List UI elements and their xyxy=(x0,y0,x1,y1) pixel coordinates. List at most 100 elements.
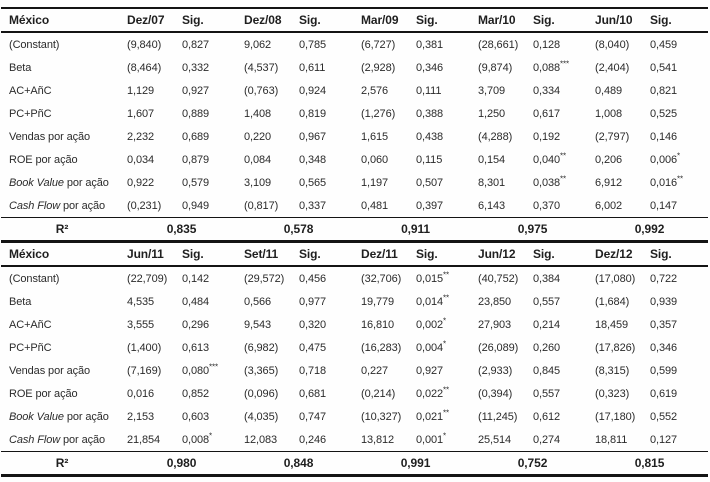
r-squared-value: 0,578 xyxy=(240,217,357,243)
sig-value: 0,459 xyxy=(650,38,678,51)
coefficient-value: 2,153 xyxy=(127,410,155,423)
table-row: PC+PñC (1,400) 0,613 (6,982) 0,475 (16,283) 0,… xyxy=(1,336,708,359)
sig-value: 0,821 xyxy=(650,84,678,97)
variable-label: ROE por ação xyxy=(9,387,78,400)
coefficient-value: (1,400) xyxy=(127,341,162,354)
coefficient-value: 1,607 xyxy=(127,107,155,120)
r-squared-value: 0,752 xyxy=(474,451,591,477)
sig-value: 0,088*** xyxy=(533,58,570,74)
period-column-header: Dez/12 xyxy=(591,240,646,267)
table-row: Beta 4,535 0,484 0,566 0,977 19,779 0,014** 23,… xyxy=(1,290,708,313)
coefficient-value: (8,315) xyxy=(595,364,630,377)
sig-column-header: Sig. xyxy=(529,240,591,267)
country-header-label: México xyxy=(1,240,123,267)
sig-value: 0,001* xyxy=(416,430,447,446)
coefficient-value: (0,394) xyxy=(478,387,513,400)
sig-value: 0,002* xyxy=(416,315,447,331)
sig-value: 0,889 xyxy=(182,107,210,120)
sig-value: 0,115 xyxy=(416,153,443,166)
coefficient-value: 3,555 xyxy=(127,318,155,331)
variable-label: Book Value por ação xyxy=(9,410,109,423)
period-column-header: Mar/10 xyxy=(474,7,529,33)
coefficient-value: 1,197 xyxy=(361,176,389,189)
coefficient-value: 0,154 xyxy=(478,153,506,166)
coefficient-value: (10,327) xyxy=(361,410,402,423)
significance-asterisks: * xyxy=(209,430,213,440)
sig-value: 0,611 xyxy=(299,61,326,74)
period-column-header: Dez/08 xyxy=(240,7,295,33)
sig-value: 0,507 xyxy=(416,176,444,189)
table-row: Vendas por ação 2,232 0,689 0,220 0,967 1,615… xyxy=(1,125,708,148)
significance-asterisks: ** xyxy=(560,150,567,160)
r-squared-value: 0,911 xyxy=(357,217,474,243)
period-column-header: Dez/11 xyxy=(357,240,412,267)
sig-value: 0,438 xyxy=(416,130,444,143)
coefficient-value: 1,250 xyxy=(478,107,506,120)
coefficient-value: (9,840) xyxy=(127,38,162,51)
coefficient-value: (2,928) xyxy=(361,61,396,74)
coefficient-value: (2,797) xyxy=(595,130,630,143)
coefficient-value: 18,811 xyxy=(595,433,628,446)
table-row: AC+AñC 3,555 0,296 9,543 0,320 16,810 0,002* 27… xyxy=(1,313,708,336)
coefficient-value: 0,922 xyxy=(127,176,155,189)
regression-results-table: México Dez/07 Sig. Dez/08 Sig. Mar/09 Sig. Mar/… xyxy=(1,7,708,477)
sig-column-header: Sig. xyxy=(178,7,240,33)
country-header-label: México xyxy=(1,7,123,33)
significance-asterisks: * xyxy=(443,430,447,440)
coefficient-value: 1,408 xyxy=(244,107,272,120)
sig-value: 0,617 xyxy=(533,107,561,120)
coefficient-value: (11,245) xyxy=(478,410,518,423)
section-2-header-row: México Jun/11 Sig. Set/11 Sig. Dez/11 Sig. Jun/… xyxy=(1,240,708,267)
coefficient-value: 12,083 xyxy=(244,433,278,446)
sig-value: 0,274 xyxy=(533,433,561,446)
table-row: Book Value por ação 2,153 0,603 (4,035) 0,74… xyxy=(1,405,708,428)
coefficient-value: (4,035) xyxy=(244,410,279,423)
r-squared-value: 0,848 xyxy=(240,451,357,477)
variable-label: Vendas por ação xyxy=(9,130,91,143)
r-squared-label: R² xyxy=(1,451,123,477)
coefficient-value: (17,826) xyxy=(595,341,636,354)
coefficient-value: 0,084 xyxy=(244,153,272,166)
r-squared-row: R² 0,835 0,578 0,911 0,975 0,992 xyxy=(1,217,708,243)
coefficient-value: (8,040) xyxy=(595,38,630,51)
sig-value: 0,370 xyxy=(533,199,561,212)
r-squared-value: 0,815 xyxy=(591,451,708,477)
period-column-header: Set/11 xyxy=(240,240,295,267)
coefficient-value: (32,706) xyxy=(361,272,402,285)
coefficient-value: 27,903 xyxy=(478,318,512,331)
period-column-header: Dez/07 xyxy=(123,7,178,33)
sig-value: 0,348 xyxy=(299,153,327,166)
sig-value: 0,827 xyxy=(182,38,210,51)
sig-value: 0,022** xyxy=(416,384,450,400)
sig-value: 0,924 xyxy=(299,84,327,97)
sig-value: 0,525 xyxy=(650,107,678,120)
sig-value: 0,357 xyxy=(650,318,678,331)
coefficient-value: (0,214) xyxy=(361,387,396,400)
table-body: México Dez/07 Sig. Dez/08 Sig. Mar/09 Sig. Mar/… xyxy=(1,7,708,477)
significance-asterisks: * xyxy=(677,150,681,160)
significance-asterisks: ** xyxy=(443,384,450,394)
variable-label-italic-part: Book Value xyxy=(9,176,64,189)
significance-asterisks: *** xyxy=(560,58,570,68)
variable-label: PC+PñC xyxy=(9,107,52,120)
sig-value: 0,008* xyxy=(182,430,213,446)
variable-label: Beta xyxy=(9,61,32,74)
sig-value: 0,557 xyxy=(533,387,561,400)
table-row: Vendas por ação (7,169) 0,080*** (3,365) 0,7… xyxy=(1,359,708,382)
coefficient-value: (0,096) xyxy=(244,387,279,400)
sig-value: 0,004* xyxy=(416,338,447,354)
coefficient-value: (4,537) xyxy=(244,61,279,74)
coefficient-value: (0,323) xyxy=(595,387,630,400)
sig-value: 0,127 xyxy=(650,433,678,446)
variable-label: Beta xyxy=(9,295,32,308)
variable-label: PC+PñC xyxy=(9,341,52,354)
sig-value: 0,111 xyxy=(416,84,442,97)
variable-label: (Constant) xyxy=(9,38,60,51)
coefficient-value: (26,089) xyxy=(478,341,519,354)
sig-value: 0,346 xyxy=(650,341,678,354)
coefficient-value: (29,572) xyxy=(244,272,285,285)
coefficient-value: (6,727) xyxy=(361,38,396,51)
variable-label-italic-part: Cash Flow xyxy=(9,433,61,446)
sig-value: 0,260 xyxy=(533,341,561,354)
variable-label: Book Value por ação xyxy=(9,176,109,189)
